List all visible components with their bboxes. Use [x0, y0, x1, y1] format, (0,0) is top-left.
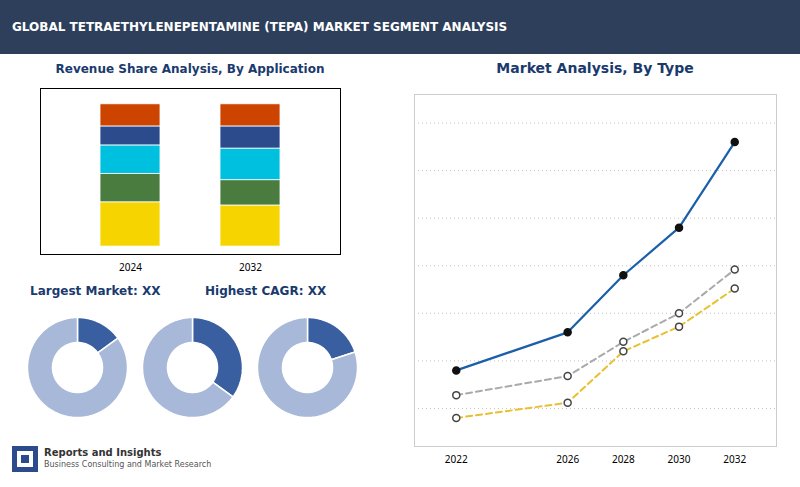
- html-text:Largest Market: XX: Largest Market: XX: [30, 284, 161, 298]
- svg-text:2032: 2032: [723, 452, 746, 466]
- svg-text:2024: 2024: [119, 260, 142, 274]
- svg-text:2030: 2030: [668, 452, 691, 466]
- html-text:Market Analysis, By Type: Market Analysis, By Type: [496, 60, 694, 76]
- svg-text:2022: 2022: [445, 452, 468, 466]
- svg-text:2032: 2032: [239, 260, 262, 274]
- html-text:Revenue Share Analysis, By App: Revenue Share Analysis, By Application: [55, 62, 325, 76]
- html-text:Business Consulting and Market: Business Consulting and Market Research: [44, 460, 212, 469]
- html-text:Reports and Insights: Reports and Insights: [44, 447, 162, 458]
- svg-text:2028: 2028: [612, 452, 635, 466]
- html-text:GLOBAL TETRAETHYLENEPENTAMINE: GLOBAL TETRAETHYLENEPENTAMINE (TEPA) MAR…: [12, 20, 508, 34]
- html-text:Highest CAGR: XX: Highest CAGR: XX: [205, 284, 327, 298]
- svg-text:2026: 2026: [556, 452, 579, 466]
